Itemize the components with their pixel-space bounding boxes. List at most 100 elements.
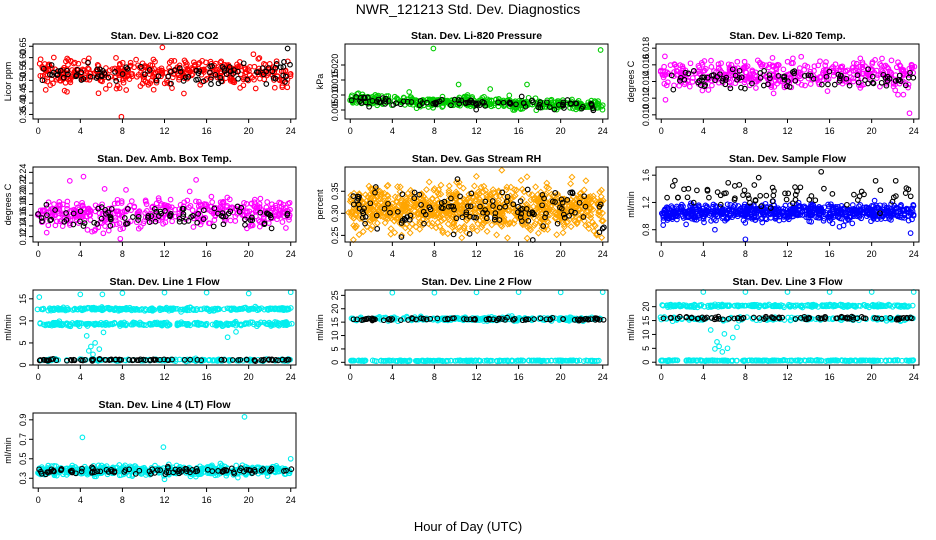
panel-4-point-all bbox=[286, 199, 293, 206]
panel-2-point-selected bbox=[366, 103, 372, 110]
panel-3-point-selected bbox=[854, 72, 861, 79]
panel-3-point-all bbox=[853, 60, 860, 67]
panel-1-point-all bbox=[255, 56, 262, 62]
panel-2-point-all bbox=[430, 45, 437, 52]
panel-6-xtick-label: 0 bbox=[659, 249, 664, 259]
panel-3-point-selected bbox=[727, 85, 734, 92]
panel-1-point-all bbox=[127, 59, 134, 66]
panel-1-point-selected bbox=[287, 61, 293, 68]
panel-3-point-all bbox=[872, 57, 878, 63]
panel-1-point-selected bbox=[277, 64, 284, 71]
panel-4-point-all bbox=[224, 194, 231, 201]
panel-2-point-selected bbox=[513, 101, 519, 108]
panel-3-point-selected bbox=[807, 72, 814, 79]
panel-3-point-all bbox=[850, 60, 857, 66]
panel-2-point-all bbox=[455, 81, 462, 88]
panel-3-point-all bbox=[743, 69, 750, 76]
panel-3-point-all bbox=[686, 83, 693, 90]
panel-2-xtick-label: 16 bbox=[514, 126, 524, 136]
panel-5-xtick-label: 24 bbox=[598, 249, 608, 259]
panel-3-point-all bbox=[846, 70, 853, 76]
panel-6-point-selected bbox=[706, 194, 712, 201]
panel-4-xtick-label: 4 bbox=[78, 249, 83, 259]
panel-3-point-selected bbox=[695, 79, 701, 86]
panel-5-point-all bbox=[444, 230, 452, 238]
panel-1-point-all bbox=[168, 57, 175, 64]
panel-4-title: Stan. Dev. Amb. Box Temp. bbox=[97, 153, 232, 165]
panel-2-point-selected bbox=[348, 97, 355, 104]
panel-6-point-all bbox=[712, 226, 718, 233]
panel-1-point-selected bbox=[272, 75, 279, 82]
panel-3-point-all bbox=[896, 62, 903, 69]
panel-3-point-all bbox=[768, 82, 775, 89]
panel-4-ylabel: degrees C bbox=[3, 183, 13, 225]
panel-4-point-all bbox=[190, 224, 197, 230]
panel-2-point-selected bbox=[361, 95, 368, 102]
panel-4-point-all bbox=[131, 204, 138, 211]
panel-5-point-all bbox=[472, 172, 480, 180]
panel-3-point-all bbox=[673, 68, 680, 75]
panel-3-ytick-label: 0.012 bbox=[641, 87, 651, 110]
panel-4-point-all bbox=[227, 217, 234, 224]
panel-7-point-band-upper bbox=[245, 290, 252, 297]
panel-3-point-all bbox=[663, 82, 670, 89]
panel-1-points bbox=[36, 44, 294, 120]
panel-2-point-selected bbox=[365, 94, 371, 101]
panel-5-ytick-label: 0.25 bbox=[330, 227, 340, 245]
panel-4-points bbox=[34, 173, 293, 242]
panel-2-point-all bbox=[439, 104, 446, 110]
panel-2-point-all bbox=[517, 106, 524, 112]
panel-4-point-all bbox=[79, 199, 85, 206]
panel-3-point-all bbox=[708, 57, 714, 64]
panel-3-point-selected bbox=[668, 72, 675, 79]
panel-1-point-selected bbox=[168, 80, 174, 87]
panel-3-point-all bbox=[858, 82, 865, 89]
panel-1-xtick-label: 8 bbox=[120, 126, 125, 136]
panel-6-point-selected bbox=[672, 177, 678, 184]
panel-1-point-selected bbox=[180, 78, 187, 84]
panel-1-point-all bbox=[199, 57, 206, 64]
panel-3-point-all bbox=[695, 63, 702, 69]
panel-1-point-selected bbox=[221, 68, 228, 74]
panel-1-point-all bbox=[176, 74, 182, 81]
panel-2-point-selected bbox=[400, 98, 407, 105]
panel-1-point-selected bbox=[207, 69, 213, 76]
panel-2-point-selected bbox=[382, 101, 388, 107]
panel-6-xtick-label: 8 bbox=[743, 249, 748, 259]
panel-7-point-band-upper bbox=[161, 289, 168, 296]
panel-2-xtick-label: 4 bbox=[390, 126, 395, 136]
panel-1-point-all bbox=[249, 74, 256, 81]
panel-5-point-all bbox=[553, 231, 561, 239]
panel-6-point-selected bbox=[812, 197, 819, 204]
panel-2-point-selected bbox=[564, 97, 571, 103]
panel-1-point-selected bbox=[97, 66, 103, 73]
panel-1-point-selected bbox=[218, 78, 225, 85]
panel-7-point-band-upper bbox=[119, 290, 126, 296]
panel-5-point-all bbox=[387, 225, 395, 233]
panel-6-point-selected bbox=[872, 177, 879, 184]
panel-1-point-all bbox=[118, 113, 125, 120]
panel-1-point-all bbox=[106, 82, 113, 88]
panel-5-point-all bbox=[598, 234, 606, 242]
panel-4-point-all bbox=[256, 223, 263, 230]
panel-2-xtick-label: 24 bbox=[598, 126, 608, 136]
panel-2-point-all bbox=[487, 86, 494, 92]
panel-1-point-all bbox=[57, 77, 64, 84]
panel-2-point-all bbox=[524, 81, 530, 88]
panel-4-xtick-label: 0 bbox=[36, 249, 41, 259]
panel-1-point-selected bbox=[119, 71, 126, 77]
panel-7-ytick-label: 10 bbox=[18, 316, 28, 326]
panel-3-point-all bbox=[820, 67, 827, 74]
panel-1-point-all bbox=[61, 87, 68, 94]
panel-2-point-selected bbox=[506, 99, 513, 106]
panel-1-point-selected bbox=[78, 69, 85, 76]
panel-6-point-selected bbox=[740, 192, 746, 198]
panel-3-point-all bbox=[780, 66, 787, 73]
panel-3-point-all bbox=[878, 62, 885, 69]
panel-1-point-all bbox=[86, 76, 93, 83]
panel-6-point-selected bbox=[694, 187, 700, 194]
panel-2-point-selected bbox=[537, 99, 544, 105]
panel-2-point-selected bbox=[408, 99, 415, 105]
